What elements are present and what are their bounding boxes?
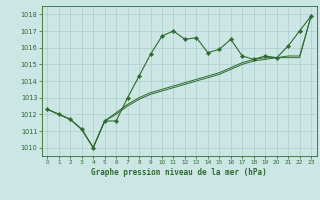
X-axis label: Graphe pression niveau de la mer (hPa): Graphe pression niveau de la mer (hPa) <box>91 168 267 177</box>
